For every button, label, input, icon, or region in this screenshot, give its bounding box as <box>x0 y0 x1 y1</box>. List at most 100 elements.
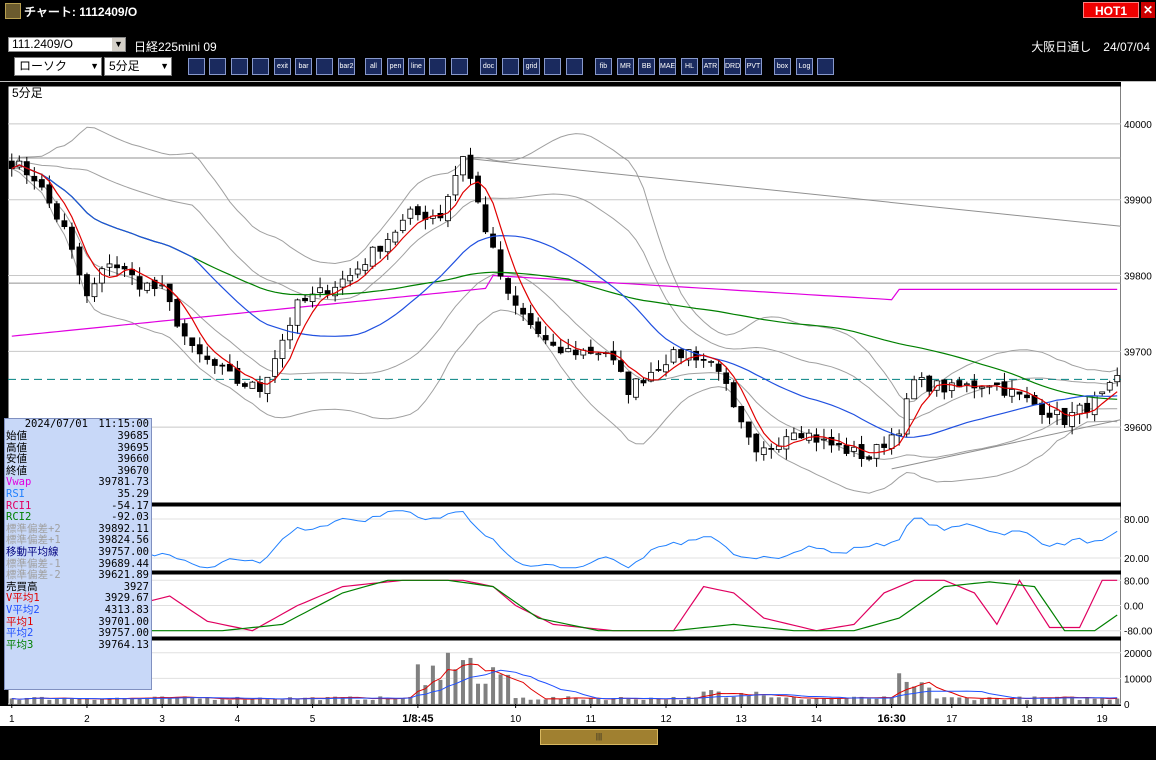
candle-body <box>204 355 211 360</box>
volume-bar <box>844 698 849 704</box>
info-row-value: 39824.56 <box>98 534 149 547</box>
candle-body <box>257 382 263 392</box>
info-row: 平均3 39764.13 <box>5 639 149 652</box>
toolbar-chart-button[interactable] <box>252 58 269 75</box>
volume-bar <box>17 699 22 704</box>
volume-bar <box>694 697 699 704</box>
toolbar-fib-button[interactable]: fib <box>595 58 612 75</box>
info-row-value: 39892.11 <box>98 522 149 535</box>
volume-bar <box>92 699 97 704</box>
close-icon[interactable]: ✕ <box>1141 2 1155 18</box>
candle-body <box>926 375 933 392</box>
hot-button[interactable]: HOT1 <box>1083 2 1139 18</box>
candle-body <box>1076 404 1083 415</box>
toolbar-hl-button[interactable]: HL <box>681 58 698 75</box>
toolbar-eraser-button[interactable] <box>544 58 561 75</box>
info-row-value: 35.29 <box>117 488 149 500</box>
info-row-label: 平均2 <box>6 627 34 640</box>
volume-bar <box>24 697 29 704</box>
toolbar-mae-button[interactable]: MAE <box>659 58 676 75</box>
chart-area[interactable]: 5分足396003970039800399004000020.0080.0080… <box>0 82 1156 729</box>
candle-body <box>851 446 857 452</box>
rci1-line <box>11 579 1118 632</box>
toolbar-bb-button[interactable]: BB <box>638 58 655 75</box>
toolbar-bar2-button[interactable]: bar2 <box>338 58 355 75</box>
volume-bar <box>821 698 826 704</box>
info-row-value: 39701.00 <box>98 615 149 628</box>
info-row-label: 始値 <box>6 430 27 442</box>
candle-body <box>1009 388 1015 397</box>
volume-bar <box>160 696 165 704</box>
candle-body <box>618 360 624 372</box>
toolbar-pen-button[interactable]: pen <box>387 58 404 75</box>
volume-bar <box>852 696 857 704</box>
candle-body <box>836 443 842 446</box>
info-row-label: 高値 <box>6 441 27 454</box>
rsi-tick-label: 80.00 <box>1124 515 1149 526</box>
candle-body <box>482 204 489 233</box>
candle-body <box>84 274 90 297</box>
vwap-line <box>11 274 1118 337</box>
toolbar-line-button[interactable]: line <box>408 58 425 75</box>
toolbar-arrow-button[interactable] <box>451 58 468 75</box>
candle-body <box>114 264 120 269</box>
info-row-label: 移動平均線 <box>6 546 59 558</box>
candle-body <box>708 361 715 363</box>
volume-bar <box>1002 700 1007 704</box>
volume-bar <box>152 696 157 704</box>
toolbar-search-button[interactable] <box>188 58 205 75</box>
toolbar-bar-button[interactable]: bar <box>295 58 312 75</box>
candle-body <box>174 299 181 327</box>
volume-bar <box>784 697 789 704</box>
info-row-label: 標準偏差-1 <box>6 557 61 570</box>
candle-body <box>166 283 173 303</box>
volume-bar <box>641 699 646 704</box>
candle-body <box>414 206 421 216</box>
toolbar-exit-button[interactable]: exit <box>274 58 291 75</box>
toolbar-grid-button[interactable]: grid <box>523 58 540 75</box>
volume-bar <box>438 679 443 704</box>
volume-bar <box>987 697 992 704</box>
toolbar-drdr-button[interactable]: DRDR <box>724 58 741 75</box>
symbol-code-select[interactable]: 111.2409/O ▼ <box>8 37 126 52</box>
toolbar-mr-button[interactable]: MR <box>617 58 634 75</box>
toolbar-color-button[interactable] <box>566 58 583 75</box>
toolbar-all-button[interactable]: all <box>365 58 382 75</box>
chevron-down-icon[interactable]: ▼ <box>112 38 125 51</box>
volume-bar <box>1040 697 1045 704</box>
volume-bar <box>498 674 503 704</box>
candle-body <box>99 268 105 284</box>
toolbar-trash-button[interactable] <box>502 58 519 75</box>
price-tick-label: 39600 <box>1124 423 1152 434</box>
chart-type-select[interactable]: ローソク ▼ <box>14 57 102 76</box>
volume-bar <box>949 697 954 704</box>
x-tick-label: 4 <box>235 714 241 725</box>
scrollbar-thumb[interactable]: ||| <box>540 729 658 745</box>
volume-bar <box>806 699 811 704</box>
candle-body <box>1016 391 1023 395</box>
toolbar-cursor-button[interactable] <box>429 58 446 75</box>
candle-body <box>1039 402 1045 416</box>
candle-body <box>61 220 68 228</box>
toolbar-export-button[interactable] <box>817 58 834 75</box>
rci-tick-label: 80.00 <box>1124 576 1149 587</box>
toolbar-marker-button[interactable] <box>316 58 333 75</box>
interval-select[interactable]: 5分足 ▼ <box>104 57 172 76</box>
info-row: V平均1 3929.67 <box>5 593 149 605</box>
toolbar-atr-button[interactable]: ATR <box>702 58 719 75</box>
volume-bar <box>190 697 195 704</box>
toolbar-crosshair-button[interactable] <box>209 58 226 75</box>
toolbar-log-button[interactable]: Log <box>796 58 813 75</box>
toolbar-doc-button[interactable]: doc <box>480 58 497 75</box>
candle-body <box>460 156 466 176</box>
candle-body <box>76 246 83 276</box>
candle-body <box>211 359 218 366</box>
rsi-tick-label: 20.00 <box>1124 554 1149 565</box>
toolbar-candle-button[interactable] <box>231 58 248 75</box>
candle-body <box>1114 375 1121 383</box>
x-tick-label: 17 <box>946 714 958 725</box>
toolbar-pvt-button[interactable]: PVT <box>745 58 762 75</box>
toolbar-box-button[interactable]: box <box>774 58 791 75</box>
info-row: 標準偏差-2 39621.89 <box>5 570 149 582</box>
candle-body <box>377 245 384 252</box>
